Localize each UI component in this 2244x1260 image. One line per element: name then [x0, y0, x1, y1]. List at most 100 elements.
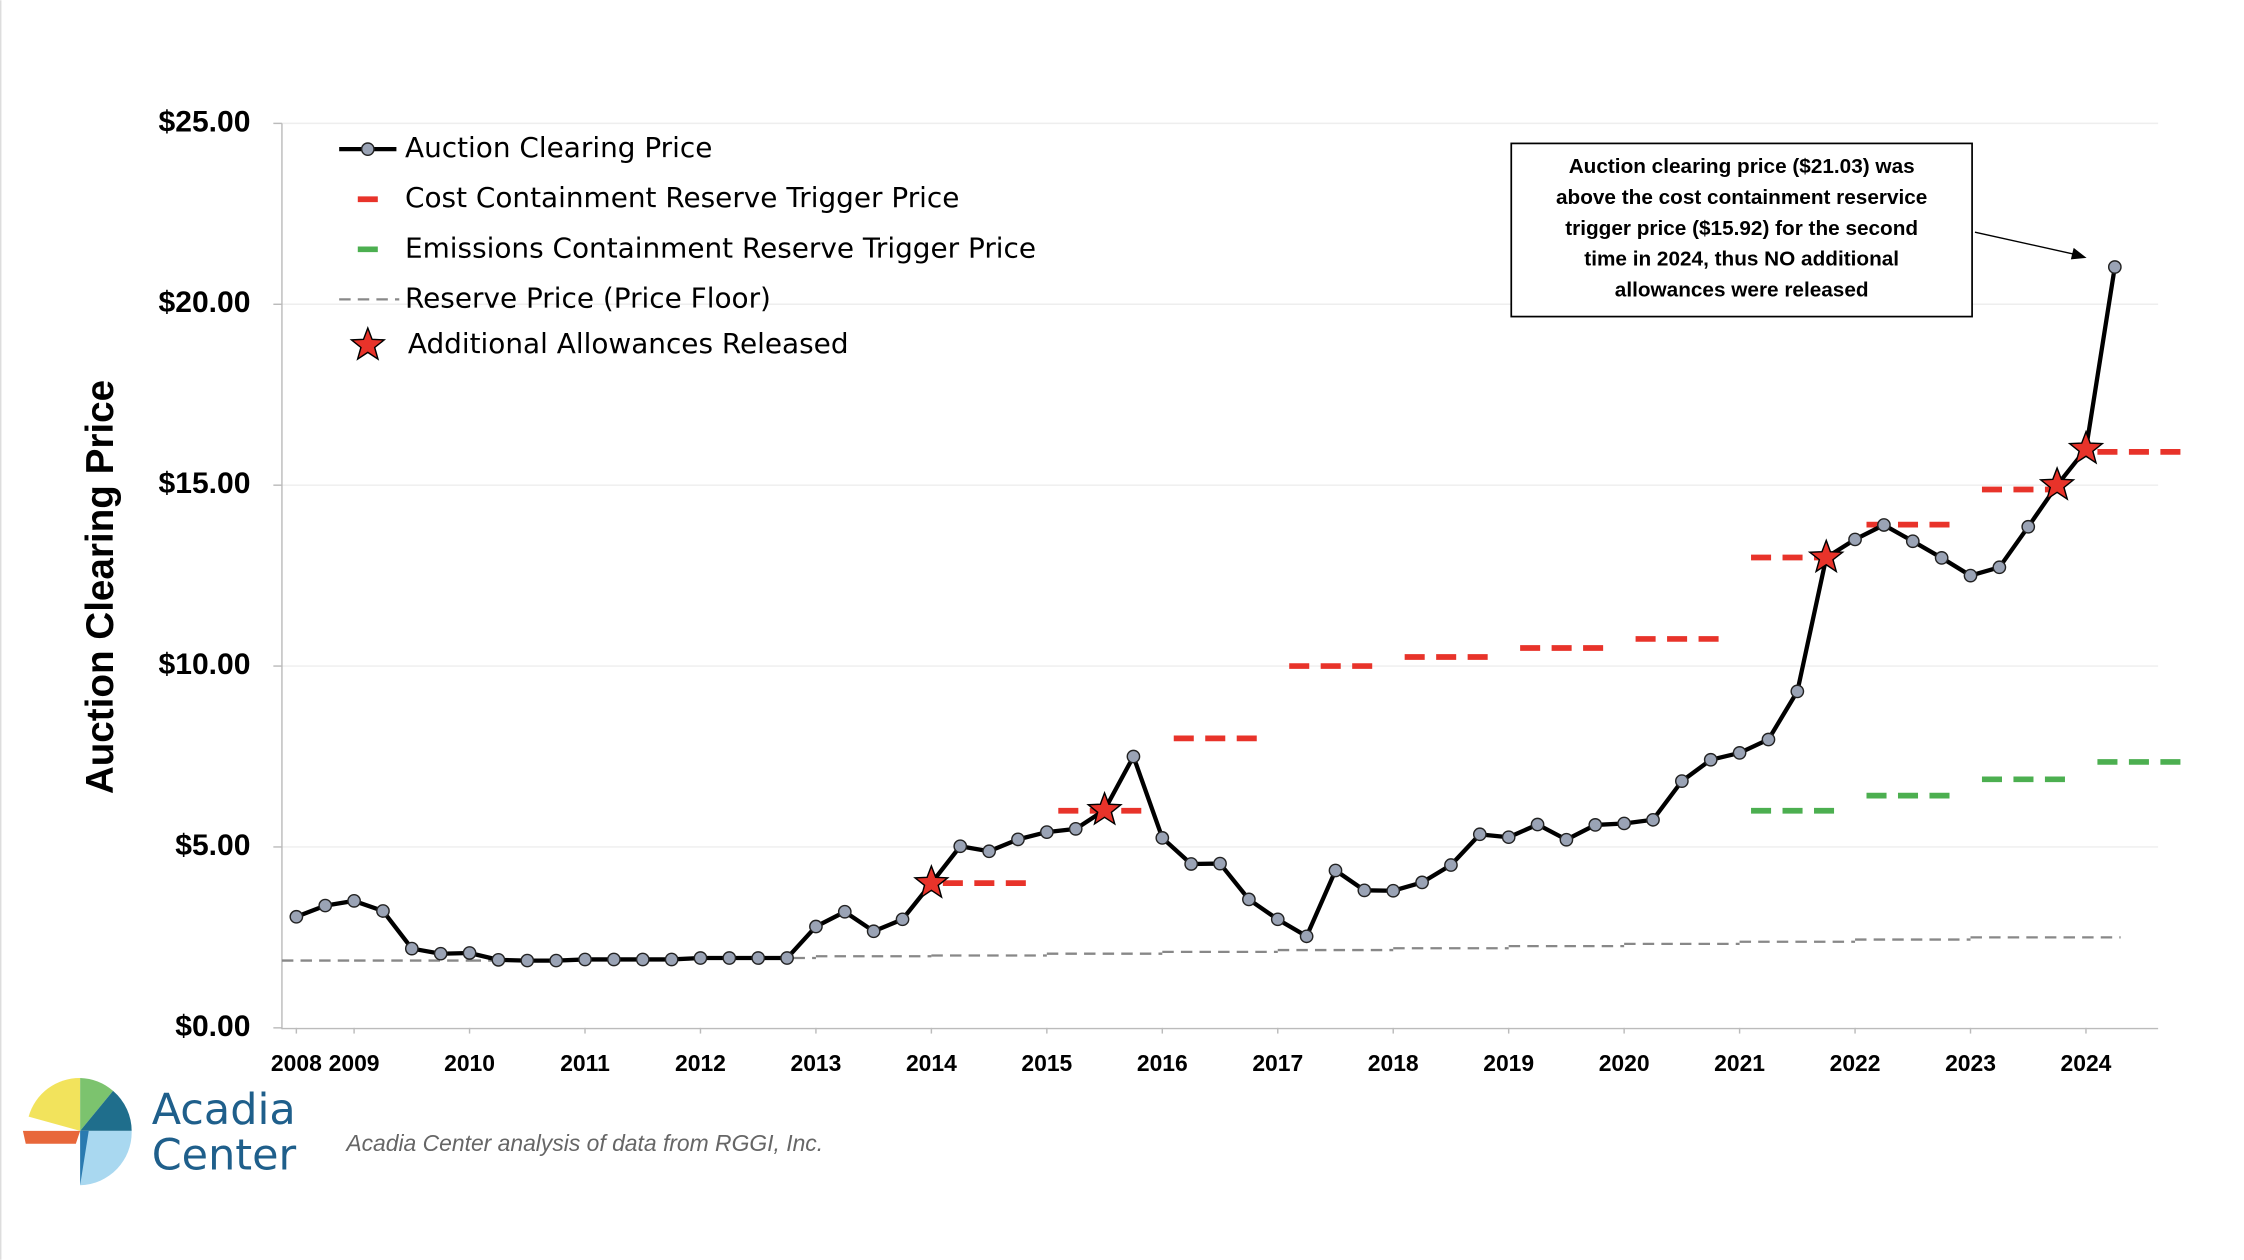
- price-marker: [1703, 752, 1718, 767]
- x-tick-label: 2019: [1483, 1050, 1534, 1076]
- price-marker: [1646, 812, 1660, 827]
- logo-piece: [80, 1077, 114, 1131]
- y-tick-label: $20.00: [159, 286, 251, 319]
- price-marker: [376, 904, 390, 918]
- source-note: Acadia Center analysis of data from RGGI…: [344, 1130, 823, 1156]
- price-marker: [1357, 883, 1372, 898]
- annotation-box: [1510, 142, 1973, 318]
- annotation-arrow: [1974, 231, 2079, 256]
- legend-label: Emissions Containment Reserve Trigger Pr…: [405, 231, 1036, 264]
- price-marker: [1068, 821, 1083, 836]
- price-marker: [1617, 816, 1632, 831]
- price-marker: [549, 953, 564, 968]
- price-marker: [578, 952, 592, 967]
- price-marker: [1444, 858, 1458, 872]
- price-marker: [722, 951, 737, 965]
- y-tick-label: $25.00: [159, 105, 251, 138]
- price-marker: [1213, 856, 1227, 871]
- price-marker: [1732, 746, 1747, 760]
- price-marker: [1790, 684, 1805, 699]
- price-line: [295, 266, 2117, 963]
- x-tick-label: 2020: [1599, 1050, 1650, 1076]
- price-marker: [404, 941, 419, 956]
- price-marker: [2021, 519, 2036, 534]
- x-tick-label: 2021: [1714, 1050, 1765, 1076]
- price-marker: [982, 844, 996, 859]
- price-marker: [1934, 551, 1949, 565]
- x-tick-label: 2017: [1252, 1050, 1303, 1076]
- x-tick-label: 2011: [560, 1050, 610, 1076]
- logo-piece: [22, 1130, 81, 1144]
- price-marker: [347, 893, 361, 908]
- price-marker: [1992, 560, 2007, 575]
- price-marker: [1299, 929, 1314, 944]
- price-marker: [837, 904, 852, 919]
- y-tick-label: $15.00: [159, 467, 251, 500]
- price-marker: [1386, 883, 1401, 898]
- price-marker: [953, 839, 968, 854]
- x-tick-label: 2010: [444, 1050, 495, 1076]
- price-marker: [895, 912, 910, 927]
- price-marker: [1011, 832, 1025, 847]
- release-star: [1807, 538, 1845, 574]
- price-marker: [607, 952, 621, 967]
- legend-swatch: [360, 142, 375, 157]
- price-marker: [664, 952, 679, 967]
- release-star: [1086, 790, 1123, 826]
- annotation-text: trigger price ($15.92) for the second: [1565, 217, 1918, 240]
- release-star: [2038, 465, 2076, 501]
- x-tick-label: 2013: [790, 1050, 841, 1076]
- annotation-arrowhead: [2070, 247, 2087, 260]
- price-marker: [289, 909, 304, 924]
- price-marker: [1761, 732, 1776, 747]
- price-marker: [693, 951, 708, 965]
- logo-text: Center: [152, 1131, 297, 1181]
- price-marker: [1877, 518, 1891, 532]
- price-marker: [1155, 831, 1170, 845]
- y-axis-label: Auction Clearing Price: [79, 380, 122, 794]
- x-tick-label: 2016: [1137, 1050, 1188, 1076]
- price-marker: [780, 951, 794, 965]
- legend-swatch: [349, 326, 387, 361]
- price-marker: [1039, 825, 1054, 839]
- y-tick-label: $5.00: [175, 829, 250, 862]
- price-marker: [433, 946, 448, 961]
- x-tick-label: 2024: [2061, 1050, 2112, 1076]
- x-tick-label: 2022: [1830, 1050, 1881, 1076]
- price-marker: [1501, 830, 1516, 845]
- price-marker: [866, 924, 881, 939]
- price-marker: [1848, 532, 1862, 547]
- price-marker: [1963, 568, 1978, 583]
- price-marker: [1184, 857, 1199, 871]
- price-marker: [1588, 818, 1603, 832]
- annotation-text: allowances were released: [1615, 278, 1869, 301]
- price-marker: [462, 946, 477, 960]
- x-tick-label: 2018: [1368, 1050, 1419, 1076]
- price-marker: [809, 919, 823, 934]
- release-star: [913, 863, 950, 899]
- x-tick-label: 2008: [271, 1050, 322, 1076]
- price-marker: [1415, 875, 1429, 890]
- release-star: [2067, 429, 2105, 465]
- legend-label: Additional Allowances Released: [408, 327, 849, 360]
- x-tick-label: 2009: [329, 1050, 380, 1076]
- logo-piece: [28, 1077, 81, 1131]
- price-marker: [1126, 749, 1141, 764]
- price-marker: [1674, 774, 1689, 788]
- x-tick-label: 2012: [675, 1050, 726, 1076]
- annotation-text: time in 2024, thus NO additional: [1584, 248, 1899, 271]
- legend-label: Reserve Price (Price Floor): [405, 281, 771, 314]
- price-marker: [1472, 827, 1487, 842]
- price-marker: [1328, 863, 1343, 878]
- annotation-text: above the cost containment reservice: [1556, 186, 1927, 209]
- price-marker: [1270, 912, 1285, 927]
- logo-piece: [80, 1090, 132, 1131]
- logo: [22, 1077, 132, 1186]
- legend-label: Cost Containment Reserve Trigger Price: [405, 181, 959, 214]
- price-marker: [491, 952, 506, 967]
- price-marker: [635, 952, 650, 967]
- price-marker: [2107, 260, 2122, 274]
- price-marker: [751, 951, 766, 965]
